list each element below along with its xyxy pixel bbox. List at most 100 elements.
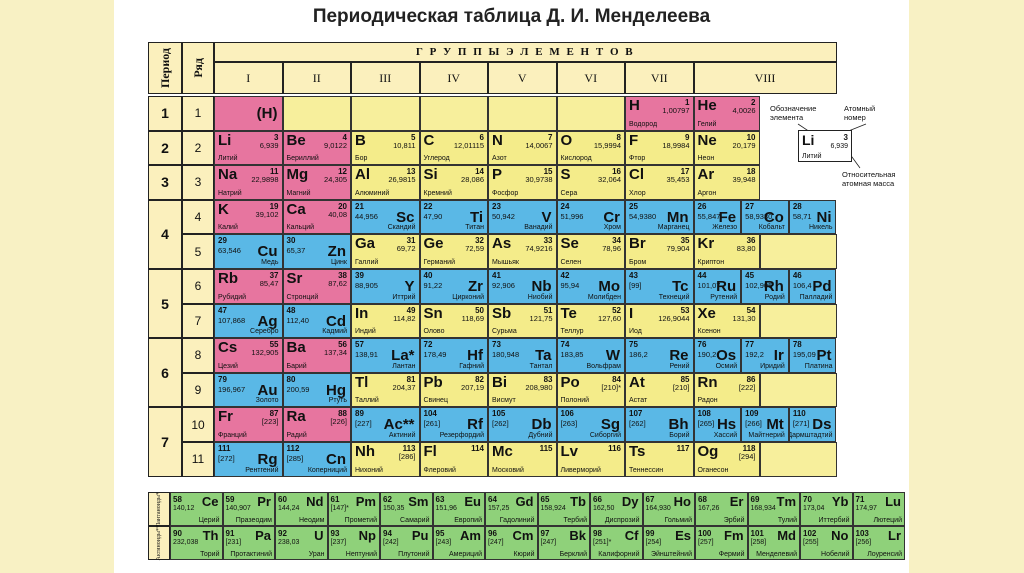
element-number: 104 <box>423 409 437 419</box>
element-mass: 92,906 <box>492 281 515 290</box>
element-symbol: Rg <box>257 451 278 468</box>
element-mass: 195,09 <box>792 350 816 360</box>
element-mass: 208,980 <box>525 382 553 392</box>
element-number: 27 <box>745 201 755 211</box>
element-symbol: Ac** <box>383 416 415 434</box>
element-mass: [227] <box>355 419 372 429</box>
row-label-8: 8 <box>182 338 214 373</box>
element-symbol: Cl <box>629 166 644 184</box>
element-xe: Xe 54 131,30 Ксенон <box>693 303 760 339</box>
element-hs: Hs 108 [265] Хассий <box>693 407 742 442</box>
element-re: Re 75 186,2 Рений <box>625 338 694 373</box>
element-symbol: Cf <box>624 528 639 543</box>
element-zr: Zr 40 91,22 Цирконий <box>419 269 488 304</box>
element-name: Лоуренсий <box>867 551 902 558</box>
element-rh: Rh 45 102,905 Родий <box>741 269 789 304</box>
row-label-5: 5 <box>182 234 214 269</box>
element-number: 1 <box>685 98 690 107</box>
element-number: 102 <box>803 529 817 538</box>
element-as: As 33 74,9216 Мышьяк <box>488 234 557 269</box>
element-cl: Cl 17 35,453 Хлор <box>625 165 694 200</box>
element-number: 22 <box>423 201 433 211</box>
element-ti: Ti 22 47,90 Титан <box>419 199 488 235</box>
element-mass: 144,24 <box>278 505 300 512</box>
f-element-cm: 96 Cm [247] Кюрий <box>485 526 538 560</box>
element-name: Прометий <box>344 517 377 524</box>
element-mass: 167,26 <box>698 505 720 512</box>
element-symbol: Ru <box>716 278 737 295</box>
element-symbol: Pu <box>411 528 429 543</box>
element-symbol: He <box>697 97 717 114</box>
element-name: Мышьяк <box>492 258 519 266</box>
element-number: 81 <box>406 374 416 384</box>
element-symbol: Pt <box>816 347 832 365</box>
element-symbol: Mt <box>766 416 784 434</box>
element-symbol: Na <box>218 166 238 184</box>
element-number: 88 <box>338 409 347 419</box>
element-mass: 74,9216 <box>525 244 553 254</box>
element-ga: Ga 31 69,72 Галлий <box>351 234 420 269</box>
element-name: Астат <box>629 397 648 405</box>
row-label-2: 2 <box>182 130 214 166</box>
empty-cell <box>419 96 488 131</box>
element-mass: [210]* <box>601 382 621 392</box>
row-label-9: 9 <box>182 372 214 408</box>
element-mt: Mt 109 [266] Майтнерий <box>741 407 789 442</box>
element-name: Платина <box>804 362 833 370</box>
legend-atomic-number-label: Атомный номер <box>844 104 876 122</box>
element-al: Al 13 26,9815 Алюминий <box>351 165 420 200</box>
element-number: 75 <box>629 340 638 350</box>
element-name: Калифорний <box>598 551 640 558</box>
element-ts: Ts 117 Теннессин <box>625 442 694 477</box>
element-mass: 232,038 <box>173 539 199 546</box>
element-number: 62 <box>383 495 392 504</box>
element-number: 107 <box>629 409 643 419</box>
element-n: N 7 14,0067 Азот <box>488 130 557 166</box>
element-name: Марганец <box>657 224 690 232</box>
element-name: Ванадий <box>524 224 553 232</box>
element-mass: 39,102 <box>255 209 279 219</box>
f-element-np: 93 Np [237] Нептуний <box>327 526 380 560</box>
element-symbol: At <box>629 373 645 391</box>
element-mass: [251]* <box>593 539 612 546</box>
element-kr: Kr 36 83,80 Криптон <box>693 234 760 269</box>
f-element-pm: 61 Pm [147]* Прометий <box>327 492 380 526</box>
element-symbol: Es <box>675 528 691 543</box>
element-name: Родий <box>764 293 785 301</box>
f-element-am: 95 Am [243] Америций <box>432 526 485 560</box>
element-fe: Fe 26 55,847 Железо <box>693 199 742 235</box>
f-element-pu: 94 Pu [242] Плутоний <box>380 526 433 560</box>
element-name: Тербий <box>563 517 588 524</box>
element-number: 68 <box>698 495 707 504</box>
element-name: Неон <box>697 155 715 163</box>
element-symbol: Np <box>358 528 376 543</box>
f-element-es: 99 Es [254] Эйнштейний <box>642 526 695 560</box>
element-number: 60 <box>278 495 287 504</box>
element-symbol: Gd <box>515 494 534 509</box>
element-ag: Ag 47 107,868 Серебро <box>214 303 283 339</box>
element-number: 92 <box>278 529 287 538</box>
element-name: Золото <box>255 397 279 405</box>
element-name: Свинец <box>423 397 448 405</box>
element-name: Нептуний <box>345 551 377 558</box>
element-number: 115 <box>539 444 553 453</box>
element-symbol: Y <box>404 278 415 295</box>
element-name: Борий <box>669 431 690 439</box>
element-symbol: Ir <box>773 347 784 365</box>
element-mass: 44,956 <box>355 211 378 221</box>
element-name: Алюминий <box>355 189 390 197</box>
element-symbol: Tm <box>776 494 797 509</box>
element-name: Иттербий <box>818 517 850 524</box>
element-name: Палладий <box>799 293 833 301</box>
element-name: Галлий <box>355 258 379 266</box>
element-name: Тантал <box>529 362 553 370</box>
element-name: Празеодим <box>235 517 272 524</box>
element-name: Сурьма <box>492 328 517 336</box>
f-element-lr: 103 Lr [256] Лоуренсий <box>852 526 905 560</box>
element-name: Плутоний <box>398 551 430 558</box>
element-og: Og 118 [294] Оганесон <box>693 442 760 477</box>
element-symbol: Nb <box>531 278 552 295</box>
element-number: 114 <box>471 444 484 453</box>
element-mass: [262] <box>629 419 646 429</box>
f-element-ce: 58 Ce 140,12 Церий <box>170 492 223 526</box>
